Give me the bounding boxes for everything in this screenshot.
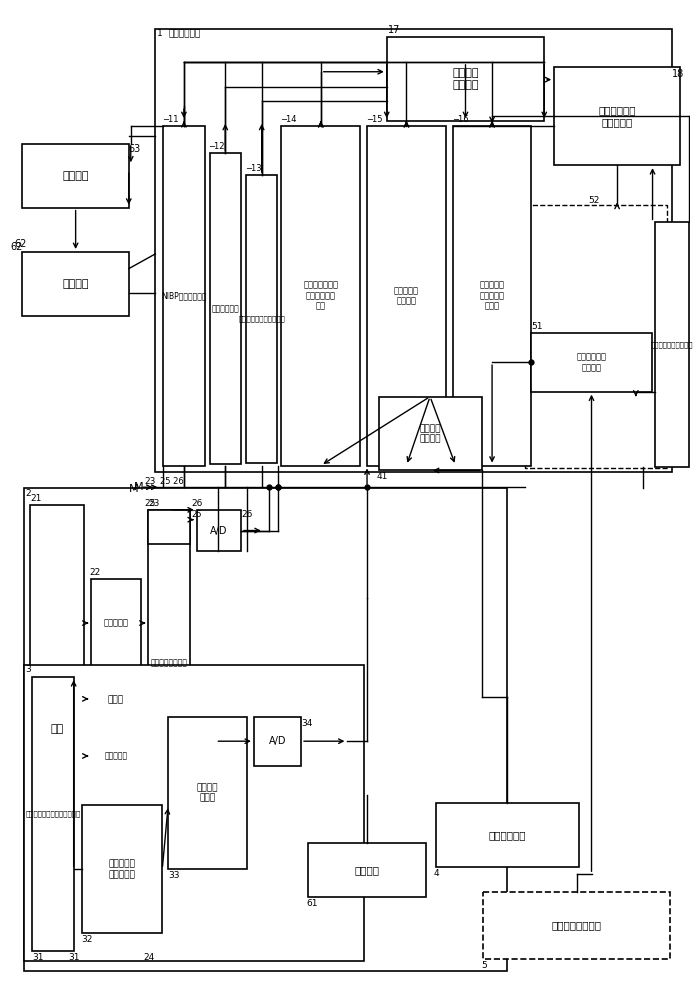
Text: 臂套压力检测部分: 臂套压力检测部分 bbox=[151, 658, 188, 667]
Text: 血量测量装置: 血量测量装置 bbox=[168, 29, 200, 38]
Text: 25: 25 bbox=[192, 510, 202, 519]
Text: 63: 63 bbox=[129, 144, 141, 154]
Text: 压力传感器: 压力传感器 bbox=[103, 619, 128, 628]
Bar bbox=[197, 510, 241, 551]
Bar bbox=[531, 333, 651, 392]
Text: 5: 5 bbox=[481, 961, 487, 970]
Text: 患者的固有系
数计算单元: 患者的固有系 数计算单元 bbox=[598, 105, 636, 127]
Text: 34: 34 bbox=[301, 719, 313, 728]
Text: 心率计算单元: 心率计算单元 bbox=[211, 304, 239, 313]
Bar bbox=[82, 805, 162, 933]
Text: 脉压呼吸变化测量单元: 脉压呼吸变化测量单元 bbox=[651, 341, 693, 348]
Text: M: M bbox=[134, 482, 143, 492]
Text: 61: 61 bbox=[306, 899, 318, 908]
Text: A/D: A/D bbox=[210, 526, 228, 536]
Text: 26: 26 bbox=[241, 510, 253, 519]
Text: 脉冲波传播时间
呼吸变化测量
单元: 脉冲波传播时间 呼吸变化测量 单元 bbox=[303, 281, 339, 311]
Text: 17: 17 bbox=[387, 25, 400, 35]
Text: 22: 22 bbox=[89, 568, 101, 577]
Bar bbox=[436, 803, 579, 867]
Bar bbox=[22, 144, 129, 208]
Bar bbox=[24, 665, 364, 961]
Bar bbox=[367, 126, 446, 466]
Text: 有创血压脉压
测量单元: 有创血压脉压 测量单元 bbox=[577, 352, 607, 372]
Text: ─12: ─12 bbox=[209, 142, 225, 151]
Bar bbox=[156, 29, 672, 472]
Text: 31: 31 bbox=[68, 953, 80, 962]
Bar bbox=[22, 252, 129, 316]
Text: 脉冲波振幅
呼吸变化测
量单元: 脉冲波振幅 呼吸变化测 量单元 bbox=[480, 281, 505, 311]
Bar bbox=[387, 37, 544, 121]
Bar bbox=[483, 892, 670, 959]
Text: 32: 32 bbox=[82, 935, 93, 944]
Text: NIBP脉压测量单元: NIBP脉压测量单元 bbox=[161, 291, 207, 300]
Bar bbox=[163, 126, 205, 466]
Text: 呼吸测量装置: 呼吸测量装置 bbox=[489, 830, 526, 840]
Text: 脉冲波传播时间测量单元: 脉冲波传播时间测量单元 bbox=[238, 316, 285, 322]
Bar bbox=[24, 488, 507, 971]
Bar bbox=[91, 672, 140, 726]
Text: 62: 62 bbox=[15, 239, 27, 249]
Text: 51: 51 bbox=[531, 322, 543, 331]
Text: 3: 3 bbox=[25, 665, 31, 674]
Text: 23: 23 bbox=[144, 477, 156, 486]
Bar bbox=[281, 126, 360, 466]
Bar bbox=[379, 397, 482, 470]
Bar bbox=[525, 205, 667, 468]
Text: 21: 21 bbox=[30, 494, 42, 503]
Text: 41: 41 bbox=[377, 472, 388, 481]
Text: 2: 2 bbox=[25, 489, 31, 498]
Text: 报警部分: 报警部分 bbox=[62, 171, 89, 181]
Text: 52: 52 bbox=[588, 196, 599, 205]
Bar bbox=[91, 731, 140, 781]
Text: 33: 33 bbox=[168, 871, 179, 880]
Bar bbox=[655, 222, 689, 467]
Text: ─14: ─14 bbox=[281, 115, 297, 124]
Bar bbox=[149, 510, 190, 815]
Text: 62: 62 bbox=[10, 242, 22, 252]
Bar bbox=[254, 717, 301, 766]
Text: 26: 26 bbox=[192, 499, 203, 508]
Bar bbox=[453, 126, 531, 466]
Text: 脉冲波振幅
测量单元: 脉冲波振幅 测量单元 bbox=[394, 286, 419, 305]
Text: 臂套: 臂套 bbox=[51, 724, 64, 734]
Text: ─16: ─16 bbox=[453, 115, 468, 124]
Bar bbox=[168, 717, 247, 869]
Text: 25: 25 bbox=[144, 499, 156, 508]
Text: 显示部分: 显示部分 bbox=[62, 279, 89, 289]
Bar bbox=[554, 67, 680, 165]
Text: 有创血压测量装置: 有创血压测量装置 bbox=[551, 920, 602, 930]
Text: ─15: ─15 bbox=[367, 115, 383, 124]
Text: 呼吸周期
检测单元: 呼吸周期 检测单元 bbox=[419, 424, 441, 443]
Bar bbox=[308, 843, 426, 897]
Text: ─13: ─13 bbox=[246, 164, 262, 173]
Bar bbox=[149, 510, 190, 544]
Text: 输入单元: 输入单元 bbox=[355, 865, 380, 875]
Text: 4: 4 bbox=[434, 869, 440, 878]
Text: 24: 24 bbox=[143, 953, 154, 962]
Text: 时间间隔检测基准点测量单元: 时间间隔检测基准点测量单元 bbox=[25, 811, 80, 817]
Text: 31: 31 bbox=[32, 953, 44, 962]
Text: 压力泵: 压力泵 bbox=[108, 695, 124, 704]
Bar bbox=[32, 677, 74, 951]
Text: 光电脉冲波
检测传感器: 光电脉冲波 检测传感器 bbox=[108, 859, 135, 879]
Text: 压力释放阀: 压力释放阀 bbox=[105, 751, 128, 760]
Bar bbox=[91, 579, 140, 667]
Text: 1: 1 bbox=[157, 29, 163, 38]
Text: 23: 23 bbox=[149, 499, 160, 508]
Text: 18: 18 bbox=[672, 69, 685, 79]
Text: A/D: A/D bbox=[269, 736, 286, 746]
Text: M: M bbox=[129, 484, 138, 494]
Bar bbox=[209, 153, 241, 464]
Text: 25 26: 25 26 bbox=[161, 477, 184, 486]
Text: 心输出量
计算单元: 心输出量 计算单元 bbox=[452, 68, 479, 90]
Bar bbox=[246, 175, 277, 463]
Bar bbox=[30, 505, 84, 953]
Text: ─11: ─11 bbox=[163, 115, 179, 124]
Text: 脉冲波检
测部分: 脉冲波检 测部分 bbox=[197, 783, 218, 803]
